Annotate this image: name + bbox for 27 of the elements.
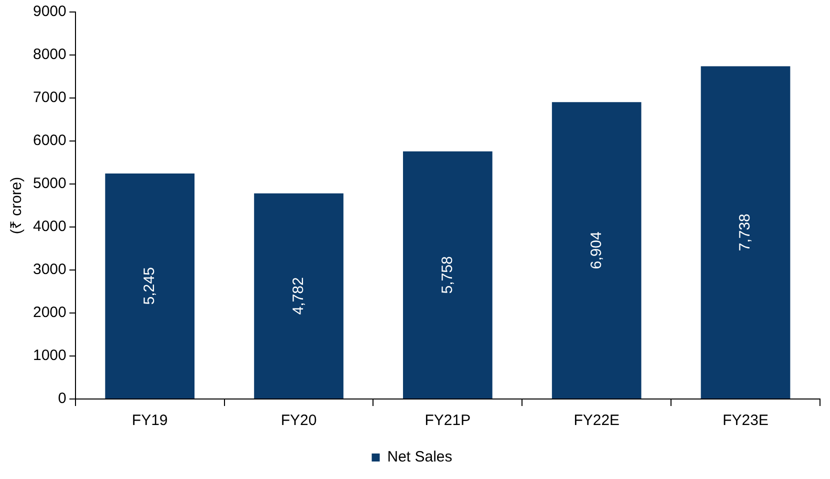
x-tick-label: FY23E (722, 412, 768, 430)
x-tick-label: FY21P (424, 412, 471, 430)
bar (105, 173, 195, 398)
x-tick-label: FY20 (280, 412, 317, 430)
x-tick-label: FY22E (574, 412, 620, 430)
y-tick-label: 4000 (32, 218, 66, 236)
y-tick-label: 2000 (32, 304, 66, 322)
y-tick-label: 1000 (32, 347, 66, 364)
data-label: 5,758 (438, 256, 456, 294)
data-label: 5,245 (140, 267, 158, 305)
x-tick-label: FY19 (132, 412, 168, 430)
y-tick-label: 0 (58, 390, 66, 408)
y-tick-label: 5000 (32, 175, 66, 192)
y-tick-label: 8000 (32, 46, 66, 64)
bar (254, 193, 344, 398)
y-tick-label: 7000 (32, 89, 66, 106)
data-label: 4,782 (290, 277, 307, 315)
y-axis-title: (₹ crore) (8, 176, 26, 234)
bar (552, 102, 642, 398)
bar (700, 66, 790, 398)
legend-label: Net Sales (387, 448, 452, 466)
data-label: 6,904 (588, 232, 605, 270)
y-tick-label: 3000 (32, 261, 66, 278)
y-tick-label: 6000 (32, 132, 66, 150)
data-label: 7,738 (736, 214, 754, 252)
bar (403, 151, 492, 398)
y-tick-label: 9000 (32, 3, 66, 20)
